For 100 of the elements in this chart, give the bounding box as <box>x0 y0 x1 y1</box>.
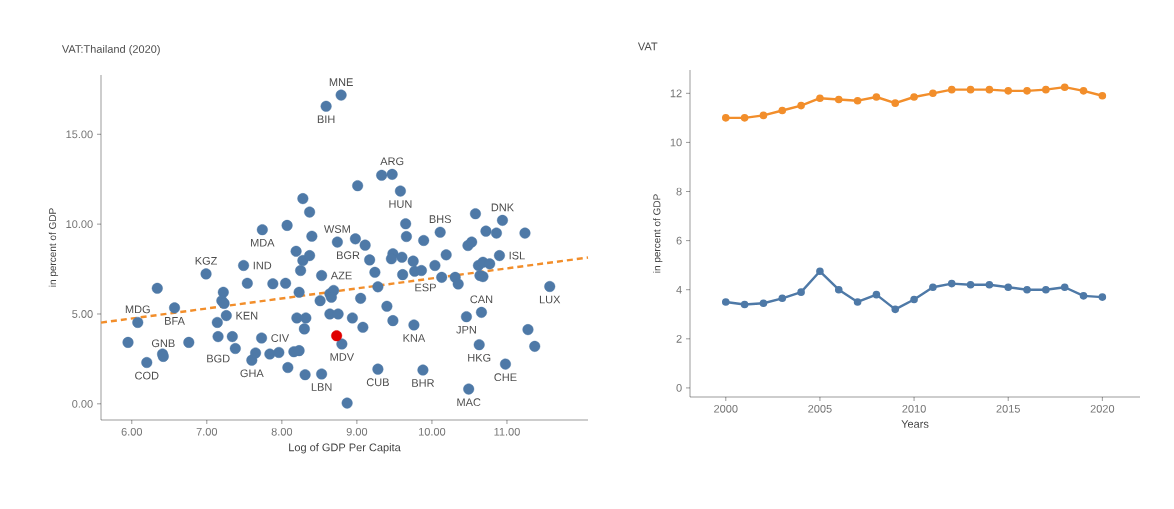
point <box>1023 87 1031 95</box>
annotation: ESP <box>415 283 436 292</box>
point <box>1042 285 1050 294</box>
annotation: KNA <box>403 334 426 342</box>
chart-title: VAT:Thailand (2020) <box>61 44 160 56</box>
annotation: IND <box>253 261 272 270</box>
chart-title: VAT <box>637 42 658 51</box>
point <box>759 111 768 120</box>
point <box>1079 292 1088 300</box>
y-tick-label: 15.00 <box>66 130 93 139</box>
y-axis-title: in percent of GDP <box>653 194 663 273</box>
point <box>853 96 862 105</box>
annotation: MDG <box>125 305 150 314</box>
annotation: GNB <box>151 339 175 348</box>
point <box>985 85 994 94</box>
annotation: CAN <box>470 295 493 304</box>
point <box>797 288 805 296</box>
point <box>966 85 975 94</box>
point <box>966 281 975 289</box>
point <box>947 279 956 288</box>
x-tick-label: 2005 <box>808 404 832 413</box>
annotation: BIH <box>317 115 335 124</box>
point <box>1098 91 1107 100</box>
x-tick-label: 11.00 <box>494 427 520 436</box>
annotation: MDV <box>330 353 355 361</box>
point <box>1060 283 1069 292</box>
annotation: JPN <box>456 325 476 334</box>
y-tick-label: 0.00 <box>72 399 93 408</box>
point <box>891 305 900 314</box>
annotation: LBN <box>311 383 332 391</box>
y-tick-label: 4 <box>676 285 682 294</box>
annotation: KEN <box>236 311 258 320</box>
point <box>1004 283 1013 292</box>
point <box>740 300 749 309</box>
annotation: MNE <box>329 78 353 86</box>
point <box>1098 293 1107 301</box>
annotation: CIV <box>271 334 290 342</box>
point <box>1060 83 1069 91</box>
point <box>834 285 843 294</box>
point <box>1004 87 1013 95</box>
point <box>910 295 918 304</box>
point <box>929 283 937 292</box>
annotation: GHA <box>240 369 264 378</box>
point <box>834 95 843 104</box>
y-tick-label: 10.00 <box>66 220 93 229</box>
point <box>797 101 805 110</box>
annotation: BGR <box>337 251 360 260</box>
y-tick-label: 2 <box>676 334 682 343</box>
annotation: WSM <box>323 225 350 233</box>
annotation: AZE <box>330 271 352 280</box>
annotation: BHR <box>412 379 435 387</box>
annotation: MAC <box>457 398 481 407</box>
x-tick-label: 9.00 <box>346 427 368 436</box>
annotation: CUB <box>366 378 389 387</box>
annotation: COD <box>135 371 159 380</box>
x-tick-label: 7.00 <box>196 427 218 436</box>
annotation: KGZ <box>195 256 218 265</box>
x-tick-label: 2010 <box>902 404 926 413</box>
annotation: BHS <box>429 215 451 224</box>
annotation: BGD <box>207 354 230 363</box>
point <box>947 85 956 94</box>
annotation: ARG <box>380 157 404 166</box>
annotation: ISL <box>509 251 525 260</box>
point <box>872 93 881 101</box>
point <box>816 94 824 103</box>
annotation: BFA <box>165 317 185 325</box>
annotation: HUN <box>389 200 412 208</box>
x-tick-label: 2000 <box>714 404 738 413</box>
point <box>759 299 768 308</box>
point <box>853 298 862 306</box>
x-tick-label: 6.00 <box>121 427 143 436</box>
y-tick-label: 0 <box>676 384 682 392</box>
point <box>740 114 749 122</box>
annotation: MDA <box>251 238 275 247</box>
x-axis-title: Years <box>901 420 929 428</box>
point <box>1042 85 1050 94</box>
y-tick-label: 12 <box>670 89 682 98</box>
point <box>985 281 994 289</box>
x-tick-label: 8.00 <box>271 427 293 436</box>
y-tick-label: 10 <box>670 138 682 147</box>
annotation: DNK <box>491 203 514 212</box>
y-tick-label: 6 <box>676 236 682 245</box>
point <box>1023 285 1031 294</box>
point <box>721 114 730 122</box>
annotation: LUX <box>539 295 561 304</box>
point <box>910 93 918 101</box>
point <box>778 106 787 115</box>
x-axis-title: Log of GDP Per Capita <box>289 443 401 454</box>
point <box>891 99 900 107</box>
point <box>1079 87 1088 95</box>
point <box>872 290 881 299</box>
point <box>778 294 787 303</box>
x-tick-label: 2015 <box>996 404 1020 413</box>
annotation: HKG <box>468 353 491 362</box>
y-axis-title: in percent of GDP <box>48 208 59 287</box>
point <box>816 267 824 276</box>
point <box>929 89 937 98</box>
point <box>721 298 730 306</box>
x-tick-label: 2020 <box>1090 404 1115 413</box>
y-tick-label: 5.00 <box>72 310 93 318</box>
